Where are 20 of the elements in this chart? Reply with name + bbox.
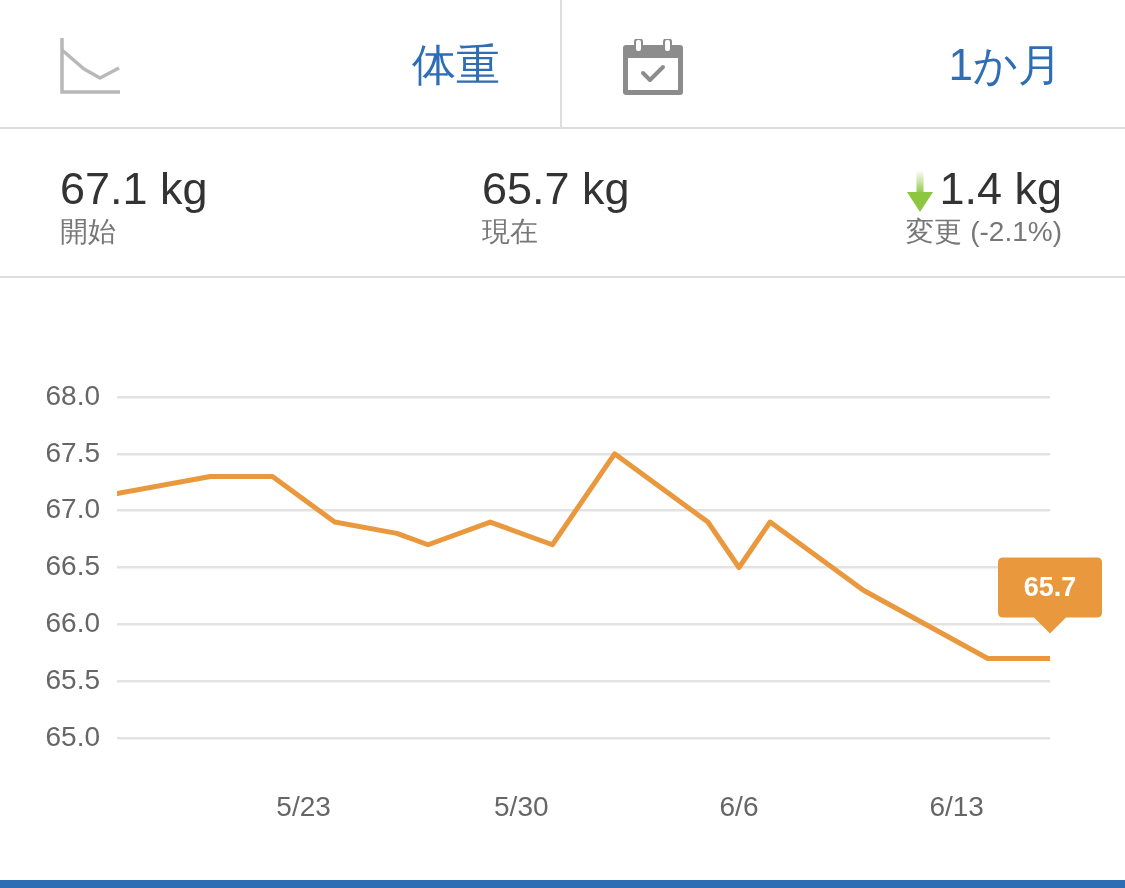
x-tick-label: 5/30 [494, 790, 549, 822]
y-tick-label: 65.5 [45, 663, 100, 695]
y-tick-label: 68.0 [45, 379, 100, 411]
x-tick-label: 5/23 [276, 790, 331, 822]
y-tick-label: 67.0 [45, 493, 100, 525]
text: 現在 [482, 215, 538, 249]
chart-title: 体重 [412, 40, 500, 90]
annotation: 65.7 [1023, 571, 1077, 602]
x-tick-label: 6/13 [929, 790, 984, 822]
y-tick-label: 66.0 [45, 607, 100, 639]
y-tick-label: 67.5 [45, 436, 100, 468]
chart-subtitle: 1か月 [948, 40, 1062, 90]
text: 67.1 kg [60, 163, 208, 215]
text: 1.4 kg [939, 163, 1062, 215]
y-tick-label: 66.5 [45, 550, 100, 582]
y-tick-label: 65.0 [45, 720, 100, 752]
text: 65.7 kg [482, 163, 630, 215]
text: 変更 (-2.1%) [906, 215, 1062, 249]
x-tick-label: 6/6 [719, 790, 759, 822]
text: 開始 [60, 215, 116, 249]
